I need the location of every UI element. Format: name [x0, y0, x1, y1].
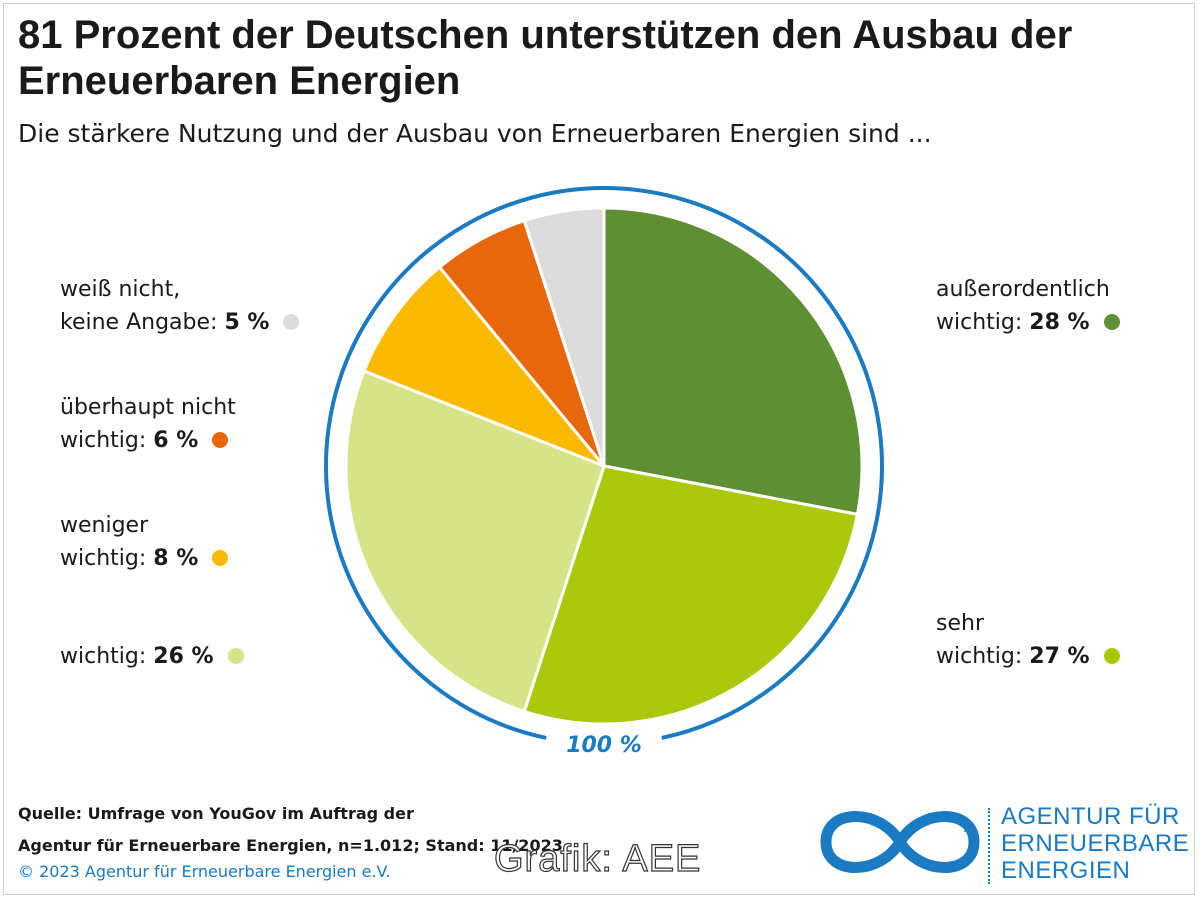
total-ring: [324, 186, 884, 740]
legend-value: 6 %: [153, 428, 199, 453]
legend-weniger-wichtig: weniger wichtig: 8 %: [60, 509, 229, 575]
legend-value: 26 %: [153, 644, 214, 669]
legend-dot: [227, 648, 244, 664]
logo-wordmark: AGENTUR FÜR ERNEUERBARE ENERGIEN: [1001, 803, 1189, 884]
pie-slice-3: [362, 265, 606, 468]
legend-ausserordentlich-wichtig: außerordentlich wichtig: 28 %: [936, 273, 1120, 339]
total-label: 100 %: [566, 733, 642, 758]
legend-label-line1: weniger: [60, 513, 149, 538]
legend-label-line2: keine Angabe:: [60, 310, 218, 335]
legend-wichtig: wichtig: 26 %: [60, 640, 244, 673]
logo-line3: ENERGIEN: [1001, 857, 1131, 884]
legend-sehr-wichtig: sehr wichtig: 27 %: [936, 607, 1120, 673]
legend-label-line1: weiß nicht,: [60, 277, 181, 302]
source-note: Quelle: Umfrage von YouGov im Auftrag de…: [18, 798, 563, 862]
legend-dot: [212, 432, 229, 448]
legend-dot: [283, 314, 300, 330]
legend-label-line2: wichtig:: [936, 644, 1023, 669]
copyright: © 2023 Agentur für Erneuerbare Energien …: [18, 862, 391, 881]
legend-weiss-nicht: weiß nicht, keine Angabe: 5 %: [60, 273, 300, 339]
source-line2: Agentur für Erneuerbare Energien, n=1.01…: [18, 836, 563, 855]
source-line1: Quelle: Umfrage von YouGov im Auftrag de…: [18, 804, 414, 823]
legend-ueberhaupt-nicht-wichtig: überhaupt nicht wichtig: 6 %: [60, 391, 236, 457]
legend-label-line2: wichtig:: [60, 428, 147, 453]
legend-label-line2: wichtig:: [60, 644, 147, 669]
legend-value: 27 %: [1029, 644, 1090, 669]
pie-slice-1: [522, 464, 860, 726]
legend-label-line1: sehr: [936, 611, 984, 636]
legend-label-line1: außerordentlich: [936, 277, 1110, 302]
aee-infinity-logo-icon: [820, 811, 980, 873]
legend-label-line2: wichtig:: [60, 546, 147, 571]
legend-label-line1: überhaupt nicht: [60, 395, 236, 420]
pie-slice-0: [602, 206, 864, 517]
chart-subtitle: Die stärkere Nutzung und der Ausbau von …: [18, 119, 932, 148]
pie-slice-5: [522, 206, 606, 467]
logo-separator: [988, 808, 990, 884]
legend-value: 8 %: [153, 546, 199, 571]
pie-slice-2: [344, 369, 606, 714]
logo-line1: AGENTUR FÜR: [1001, 803, 1180, 830]
chart-frame: [3, 3, 1195, 895]
legend-label-line2: wichtig:: [936, 310, 1023, 335]
watermark: Grafik: AEE: [493, 837, 702, 880]
legend-value: 28 %: [1029, 310, 1090, 335]
legend-dot: [212, 550, 229, 566]
logo-line2: ERNEUERBARE: [1001, 830, 1190, 857]
legend-dot: [1103, 314, 1120, 330]
legend-value: 5 %: [224, 310, 270, 335]
chart-title: 81 Prozent der Deutschen unterstützen de…: [18, 13, 1073, 103]
legend-dot: [1103, 648, 1120, 664]
